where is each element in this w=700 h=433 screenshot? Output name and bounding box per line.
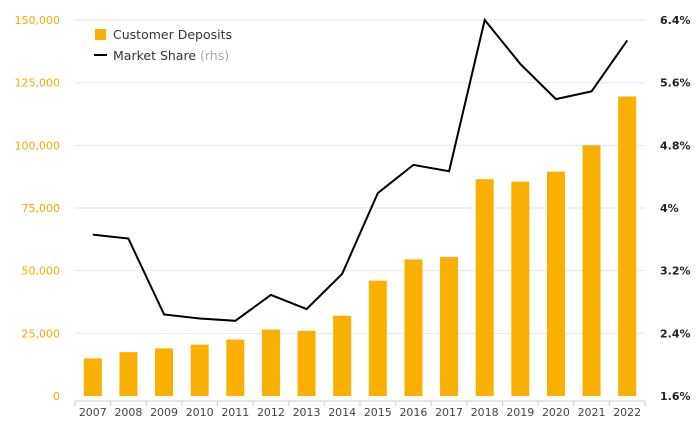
bar	[546, 171, 565, 396]
y-right-tick-label: 4.8%	[660, 139, 691, 152]
bar	[83, 358, 102, 396]
x-tick-label: 2014	[328, 406, 356, 419]
legend-label-market-share: Market Share (rhs)	[113, 48, 229, 63]
x-tick-label: 2012	[257, 406, 285, 419]
x-tick-label: 2010	[186, 406, 214, 419]
bar	[618, 96, 637, 396]
y-right-tick-label: 3.2%	[660, 265, 691, 278]
bar	[190, 344, 209, 396]
legend-swatch-deposits	[95, 29, 106, 40]
y-right-tick-label: 5.6%	[660, 77, 691, 90]
line-series	[92, 17, 629, 322]
x-tick-label: 2009	[150, 406, 178, 419]
bar	[440, 256, 459, 396]
bar	[333, 315, 352, 396]
y-right-tick-label: 4%	[660, 202, 679, 215]
y-left-tick-label: 125,000	[15, 77, 61, 90]
y-left-tick-label: 25,000	[22, 327, 61, 340]
bar	[119, 352, 138, 396]
axes: 0 25,000 50,000 75,000 100,000 125,000 150,000…	[15, 14, 691, 419]
x-tick-label: 2008	[114, 406, 142, 419]
x-tick-label: 2022	[613, 406, 641, 419]
y-right-tick-label: 1.6%	[660, 390, 691, 403]
y-left-tick-label: 50,000	[22, 265, 61, 278]
x-tick-label: 2017	[435, 406, 463, 419]
x-tick-label: 2020	[542, 406, 570, 419]
y-left-tick-label: 150,000	[15, 14, 61, 27]
x-tick-label: 2016	[399, 406, 427, 419]
bar	[155, 348, 174, 396]
bar	[368, 280, 387, 396]
bar	[475, 179, 494, 396]
x-tick-label: 2019	[506, 406, 534, 419]
bar	[261, 329, 280, 396]
x-tick-label: 2011	[221, 406, 249, 419]
y-right-tick-label: 2.4%	[660, 327, 691, 340]
legend: Customer Deposits Market Share (rhs)	[94, 27, 232, 63]
y-right-tick-label: 6.4%	[660, 14, 691, 27]
x-tick-label: 2007	[79, 406, 107, 419]
y-left-tick-label: 0	[53, 390, 60, 403]
bar-series	[83, 96, 637, 396]
legend-label-market-share-name: Market Share	[113, 48, 196, 63]
y-left-tick-label: 75,000	[22, 202, 61, 215]
x-tick-label: 2015	[364, 406, 392, 419]
x-tick-label: 2013	[293, 406, 321, 419]
x-tick-label: 2018	[471, 406, 499, 419]
bar	[226, 339, 245, 396]
bar	[404, 259, 423, 396]
bar	[297, 330, 316, 396]
y-left-tick-label: 100,000	[15, 139, 61, 152]
x-tick-label: 2021	[578, 406, 606, 419]
legend-label-deposits: Customer Deposits	[113, 27, 232, 42]
bar	[582, 145, 601, 396]
legend-label-market-share-suffix: (rhs)	[200, 48, 229, 63]
market-share-line	[92, 17, 629, 322]
bar	[511, 181, 530, 396]
